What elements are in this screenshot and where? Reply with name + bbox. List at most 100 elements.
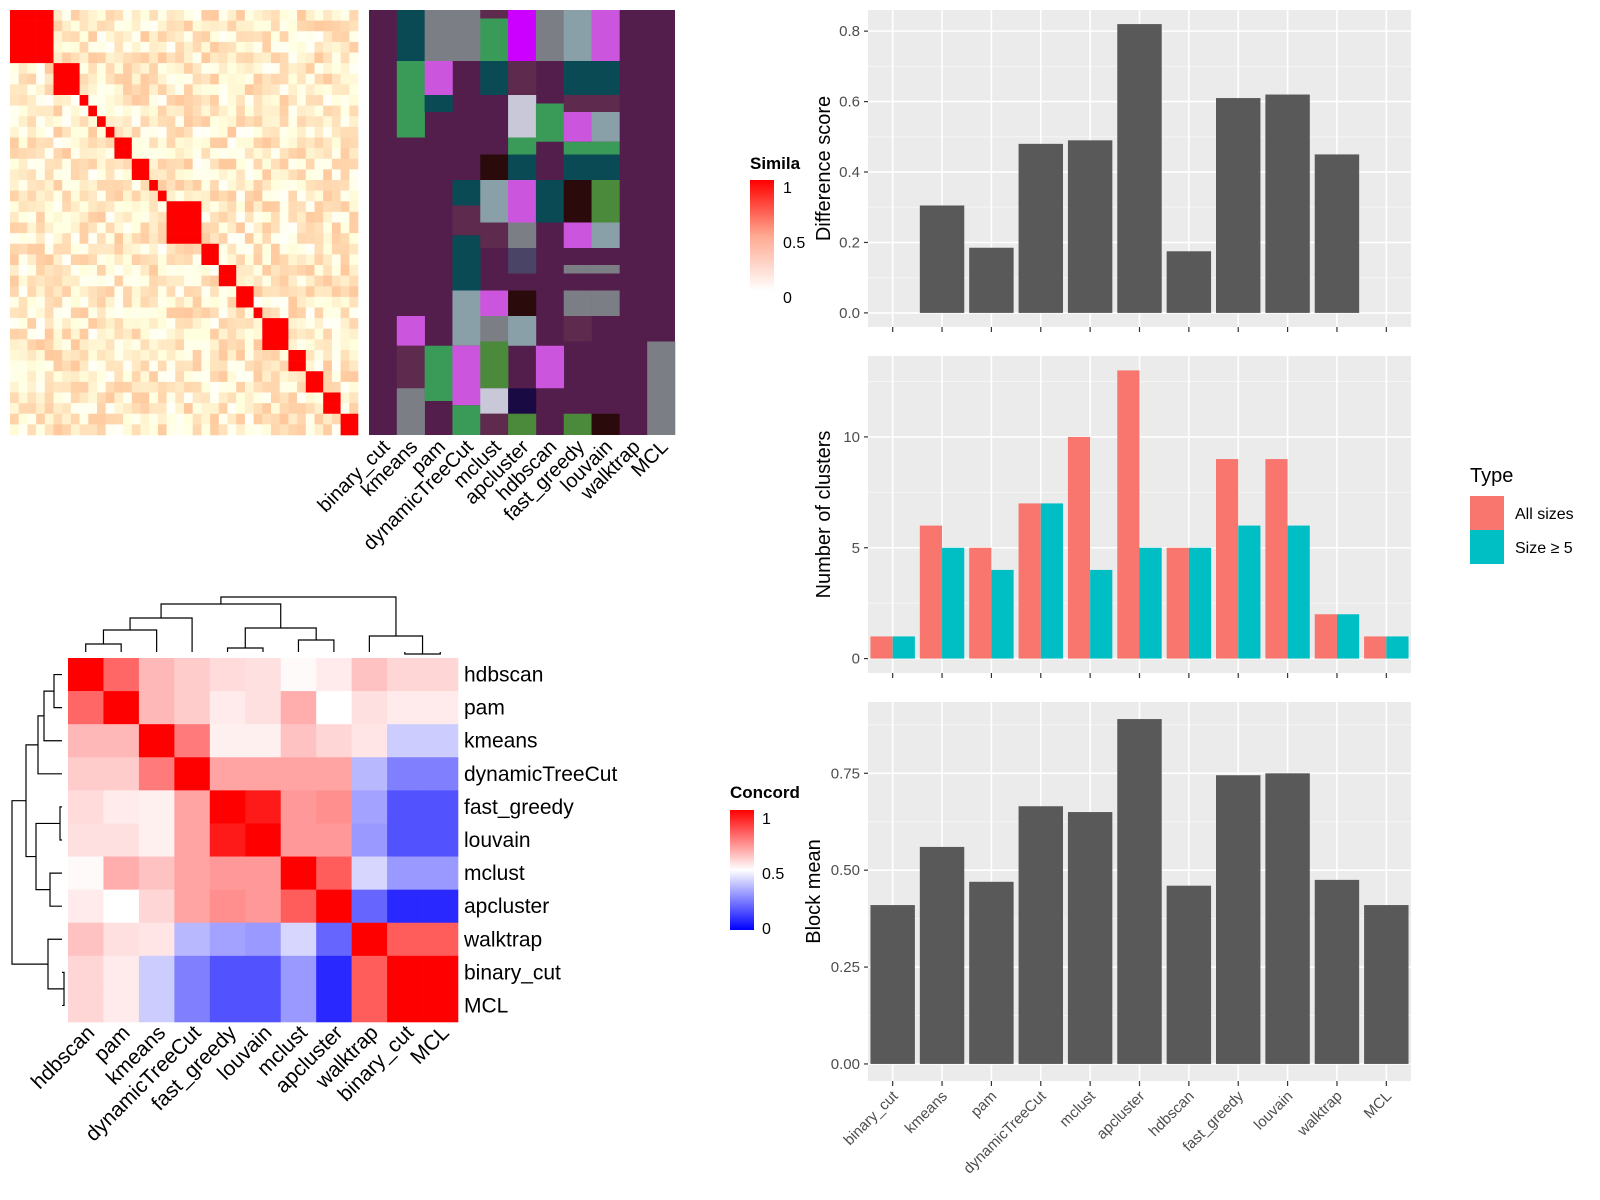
similarity-cell <box>201 10 211 21</box>
similarity-cell <box>10 52 19 64</box>
similarity-cell <box>244 286 254 298</box>
similarity-cell <box>331 392 341 404</box>
similarity-cell <box>157 126 167 138</box>
similarity-cell <box>88 31 98 43</box>
similarity-cell <box>44 286 54 298</box>
similarity-cell <box>227 392 237 404</box>
similarity-cell <box>244 307 254 319</box>
similarity-cell <box>262 254 272 266</box>
similarity-cell <box>227 190 237 202</box>
similarity-cell <box>184 307 193 319</box>
similarity-cell <box>323 243 333 255</box>
similarity-cell <box>271 116 280 128</box>
similarity-cell <box>114 339 124 351</box>
similarity-cell <box>349 381 359 393</box>
similarity-cell <box>53 328 63 340</box>
similarity-cell <box>218 243 228 255</box>
similarity-cell <box>88 20 98 32</box>
similarity-cell <box>349 222 359 234</box>
similarity-cell <box>62 73 72 85</box>
similarity-cell <box>175 10 185 21</box>
concordance-cell <box>351 823 388 857</box>
concordance-cell <box>351 889 388 924</box>
similarity-cell <box>331 265 341 276</box>
similarity-cell <box>10 137 19 149</box>
similarity-cell <box>105 190 115 202</box>
similarity-cell <box>166 52 176 64</box>
similarity-cell <box>27 190 37 202</box>
similarity-cell <box>201 328 211 340</box>
similarity-cell <box>253 158 263 170</box>
similarity-cell <box>279 20 289 32</box>
similarity-cell <box>297 328 307 340</box>
similarity-cell <box>10 148 19 160</box>
similarity-cell <box>279 222 289 234</box>
similarity-cell <box>140 95 150 106</box>
similarity-cell <box>36 63 46 75</box>
similarity-cell <box>349 158 359 170</box>
similarity-cell <box>184 158 193 170</box>
similarity-cell <box>18 10 28 21</box>
similarity-cell <box>314 31 324 43</box>
similarity-cell <box>192 211 202 223</box>
similarity-cell <box>44 137 54 149</box>
concordance-row-label: louvain <box>464 829 531 852</box>
similarity-cell <box>297 339 307 351</box>
similarity-cell <box>227 41 237 53</box>
bar-size-ge5 <box>1040 503 1063 659</box>
similarity-cell <box>105 318 115 330</box>
similarity-cell <box>227 180 237 191</box>
similarity-cell <box>131 296 141 308</box>
similarity-cell <box>123 126 133 138</box>
similarity-cell <box>157 31 167 43</box>
similarity-cell <box>253 254 263 266</box>
cluster-assignment-cell <box>452 180 481 206</box>
similarity-cell <box>192 254 202 266</box>
similarity-cell <box>36 392 46 404</box>
dendrogram-branch <box>220 596 397 636</box>
similarity-cell <box>210 286 220 298</box>
similarity-cell <box>70 137 80 149</box>
similarity-cell <box>305 137 315 149</box>
similarity-cell <box>88 243 98 255</box>
similarity-cell <box>36 360 46 372</box>
similarity-cell <box>244 105 254 117</box>
similarity-cell <box>157 116 167 128</box>
similarity-cell <box>236 360 246 372</box>
y-axis-title: Number of clusters <box>813 431 835 599</box>
similarity-cell <box>105 20 115 32</box>
similarity-cell <box>53 413 63 425</box>
similarity-cell <box>123 20 133 32</box>
similarity-cell <box>79 328 89 340</box>
similarity-cell <box>123 350 133 361</box>
similarity-cell <box>18 413 28 425</box>
similarity-cell <box>70 403 80 415</box>
similarity-cell <box>305 84 315 96</box>
similarity-cell <box>305 275 315 287</box>
similarity-cell <box>227 10 237 21</box>
similarity-cell <box>131 233 141 245</box>
similarity-cell <box>27 105 37 117</box>
similarity-cell <box>201 381 211 393</box>
similarity-cell <box>114 286 124 298</box>
similarity-cell <box>175 41 185 53</box>
similarity-cell <box>149 84 159 96</box>
cluster-assignment-cell <box>563 95 592 112</box>
similarity-cell <box>88 424 98 436</box>
cluster-assignment-matrix <box>369 10 676 435</box>
similarity-cell <box>27 52 37 64</box>
bar-all-sizes <box>919 525 943 659</box>
similarity-cell <box>62 265 72 276</box>
similarity-cell <box>18 307 28 319</box>
similarity-cell <box>10 105 19 117</box>
similarity-cell <box>210 275 220 287</box>
similarity-cell <box>114 41 124 53</box>
similarity-cell <box>105 169 115 181</box>
similarity-cell <box>314 243 324 255</box>
concordance-row-label: apcluster <box>464 895 549 918</box>
similarity-cell <box>227 222 237 234</box>
similarity-cell <box>305 243 315 255</box>
similarity-cell <box>53 201 63 213</box>
